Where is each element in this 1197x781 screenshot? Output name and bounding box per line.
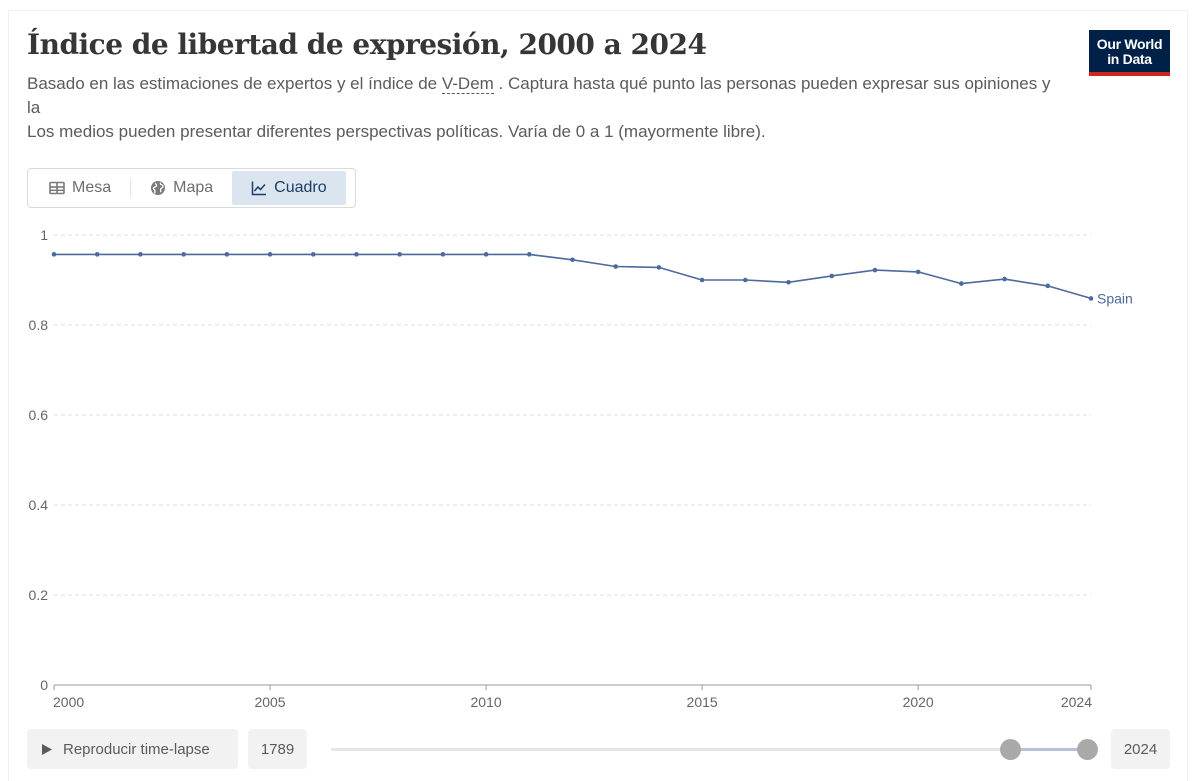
chart-subtitle: Basado en las estimaciones de expertos y… bbox=[27, 72, 1057, 144]
globe-icon bbox=[151, 181, 166, 195]
tab-chart[interactable]: Cuadro bbox=[232, 171, 346, 205]
chart-title: Índice de libertad de expresión, 2000 a … bbox=[27, 28, 707, 61]
logo-line2: in Data bbox=[1107, 51, 1152, 67]
line-chart-icon bbox=[251, 181, 267, 196]
tab-table-label: Mesa bbox=[72, 179, 112, 196]
start-year-box[interactable]: 1789 bbox=[248, 729, 307, 769]
logo-line1: Our World bbox=[1096, 36, 1163, 52]
tab-map[interactable]: Mapa bbox=[131, 171, 232, 205]
timeline-start-handle[interactable] bbox=[1000, 739, 1021, 760]
play-icon bbox=[42, 743, 52, 755]
tab-map-label: Mapa bbox=[173, 179, 214, 196]
subtitle-text: Basado en las estimaciones de expertos y… bbox=[27, 74, 442, 93]
end-year-box[interactable]: 2024 bbox=[1111, 729, 1170, 769]
tab-chart-label: Cuadro bbox=[274, 179, 327, 196]
vdem-link[interactable]: V-Dem bbox=[441, 74, 494, 94]
timeline-end-handle[interactable] bbox=[1077, 739, 1098, 760]
play-timelapse-button[interactable]: Reproducir time-lapse bbox=[27, 729, 238, 769]
play-timelapse-label: Reproducir time-lapse bbox=[63, 740, 210, 758]
subtitle-line2: Los medios pueden presentar diferentes p… bbox=[27, 122, 766, 141]
subtitle-text-continued: . Captura hasta qué punto las personas p… bbox=[27, 74, 1051, 117]
table-icon bbox=[49, 181, 65, 195]
end-year-value: 2024 bbox=[1123, 740, 1158, 758]
owid-logo[interactable]: Our World in Data bbox=[1089, 30, 1170, 76]
view-tabs: Mesa Mapa Cuadro bbox=[27, 168, 356, 208]
tab-divider bbox=[130, 179, 132, 197]
start-year-value: 1789 bbox=[260, 740, 295, 758]
tab-table[interactable]: Mesa bbox=[30, 171, 130, 205]
chart-frame bbox=[8, 10, 1188, 781]
timeline-track[interactable] bbox=[331, 748, 1086, 751]
timeline-selected-range bbox=[1010, 748, 1087, 751]
